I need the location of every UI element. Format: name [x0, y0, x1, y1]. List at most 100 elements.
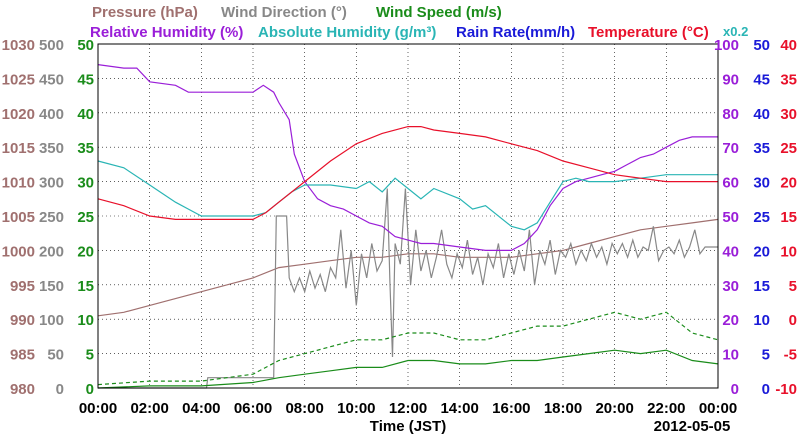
plot-frame: [97, 43, 719, 389]
y-tick-label-wind_speed: 35: [77, 140, 94, 157]
y-tick-label-wind_speed: 5: [86, 347, 94, 364]
series-wind_speed_max: [97, 311, 719, 386]
x-tick-label: 18:00: [544, 400, 582, 417]
y-tick-label-rel_hum: 10: [722, 347, 739, 364]
y-tick-label-temp: 15: [780, 209, 797, 226]
y-tick-label-wind_dir: 0: [56, 381, 64, 398]
y-tick-label-wind_speed: 45: [77, 71, 94, 88]
y-tick-label-rel_hum: 50: [722, 209, 739, 226]
y-tick-label-pressure: 990: [10, 312, 35, 329]
legend: Pressure (hPa) Wind Direction (°) Wind S…: [90, 4, 748, 41]
legend-temperature: Temperature (°C): [588, 24, 709, 41]
y-tick-label-wind_speed: 25: [77, 209, 94, 226]
y-tick-label-pressure: 1010: [2, 175, 35, 192]
x-tick-label: 04:00: [182, 400, 220, 417]
y-tick-label-pressure: 1025: [2, 71, 35, 88]
legend-abs-hum-scale: x0.2: [723, 24, 748, 39]
y-tick-label-pressure: 995: [10, 278, 35, 295]
y-tick-label-wind_dir: 50: [47, 347, 64, 364]
y-tick-label-rain: 35: [753, 140, 770, 157]
y-tick-label-wind_speed: 0: [86, 381, 94, 398]
y-tick-label-temp: 35: [780, 71, 797, 88]
x-tick-label: 14:00: [440, 400, 478, 417]
y-tick-label-rel_hum: 80: [722, 106, 739, 123]
y-tick-label-pressure: 1000: [2, 243, 35, 260]
y-tick-label-wind_dir: 250: [39, 209, 64, 226]
x-tick-label: 08:00: [285, 400, 323, 417]
series-wind_dir: [98, 188, 718, 389]
y-tick-label-pressure: 1030: [2, 37, 35, 54]
series-abs_hum: [97, 160, 718, 231]
series-group: [97, 64, 719, 389]
y-tick-label-temp: 0: [789, 312, 797, 329]
y-tick-label-rel_hum: 60: [722, 175, 739, 192]
series-pressure: [97, 218, 719, 317]
y-tick-label-rel_hum: 100: [714, 37, 739, 54]
y-tick-label-pressure: 980: [10, 381, 35, 398]
y-tick-label-wind_speed: 50: [77, 37, 94, 54]
y-tick-label-temp: 30: [780, 106, 797, 123]
y-tick-label-rain: 30: [753, 175, 770, 192]
y-tick-label-wind_dir: 200: [39, 243, 64, 260]
legend-rain-rate: Rain Rate(mm/h): [456, 24, 575, 41]
y-tick-label-wind_speed: 15: [77, 278, 94, 295]
x-tick-label: 00:00: [699, 400, 737, 417]
y-tick-label-rain: 20: [753, 243, 770, 260]
y-tick-label-wind_dir: 450: [39, 71, 64, 88]
y-tick-label-pressure: 1020: [2, 106, 35, 123]
y-tick-label-wind_dir: 300: [39, 175, 64, 192]
legend-absolute-humidity: Absolute Humidity (g/m³): [258, 24, 436, 41]
y-tick-label-wind_dir: 350: [39, 140, 64, 157]
y-tick-label-rel_hum: 90: [722, 71, 739, 88]
series-temp: [97, 125, 718, 220]
series-wind_speed: [97, 349, 719, 389]
y-tick-label-rain: 45: [753, 71, 770, 88]
y-tick-label-rain: 5: [762, 347, 770, 364]
x-tick-label: 02:00: [130, 400, 168, 417]
date-label: 2012-05-05: [654, 418, 731, 434]
legend-pressure: Pressure (hPa): [92, 4, 198, 21]
y-tick-label-temp: -5: [784, 347, 797, 364]
y-tick-label-rain: 50: [753, 37, 770, 54]
y-tick-label-rel_hum: 70: [722, 140, 739, 157]
y-tick-label-temp: 40: [780, 37, 797, 54]
y-tick-label-pressure: 985: [10, 347, 35, 364]
y-tick-label-wind_speed: 20: [77, 243, 94, 260]
x-tick-label: 12:00: [389, 400, 427, 417]
y-tick-label-rain: 40: [753, 106, 770, 123]
y-tick-label-temp: 25: [780, 140, 797, 157]
x-tick-label: 16:00: [492, 400, 530, 417]
y-tick-label-wind_dir: 500: [39, 37, 64, 54]
y-tick-label-wind_speed: 10: [77, 312, 94, 329]
y-tick-label-temp: -10: [775, 381, 797, 398]
y-tick-label-rel_hum: 40: [722, 243, 739, 260]
y-tick-label-temp: 20: [780, 175, 797, 192]
y-tick-label-wind_dir: 400: [39, 106, 64, 123]
y-tick-label-rain: 0: [762, 381, 770, 398]
y-tick-label-rain: 25: [753, 209, 770, 226]
x-tick-label: 10:00: [337, 400, 375, 417]
y-tick-label-wind_dir: 150: [39, 278, 64, 295]
x-tick-label: 00:00: [79, 400, 117, 417]
y-tick-label-rain: 10: [753, 312, 770, 329]
x-axis-label: Time (JST): [370, 418, 446, 434]
legend-wind-direction: Wind Direction (°): [221, 4, 347, 21]
axes: 00:00 02:00 04:00 06:00 08:00 10:00 12:00 14:00…: [2, 37, 797, 417]
y-tick-label-rel_hum: 30: [722, 278, 739, 295]
y-tick-label-temp: 10: [780, 243, 797, 260]
y-tick-label-rel_hum: 20: [722, 312, 739, 329]
legend-wind-speed: Wind Speed (m/s): [376, 4, 502, 21]
y-tick-label-rain: 15: [753, 278, 770, 295]
y-tick-label-temp: 5: [789, 278, 797, 295]
y-tick-label-wind_dir: 100: [39, 312, 64, 329]
x-tick-label: 06:00: [234, 400, 272, 417]
y-tick-label-wind_speed: 30: [77, 175, 94, 192]
x-tick-label: 20:00: [595, 400, 633, 417]
y-tick-label-pressure: 1015: [2, 140, 35, 157]
y-tick-label-pressure: 1005: [2, 209, 35, 226]
y-tick-label-rel_hum: 0: [731, 381, 739, 398]
x-tick-label: 22:00: [647, 400, 685, 417]
y-tick-label-wind_speed: 40: [77, 106, 94, 123]
